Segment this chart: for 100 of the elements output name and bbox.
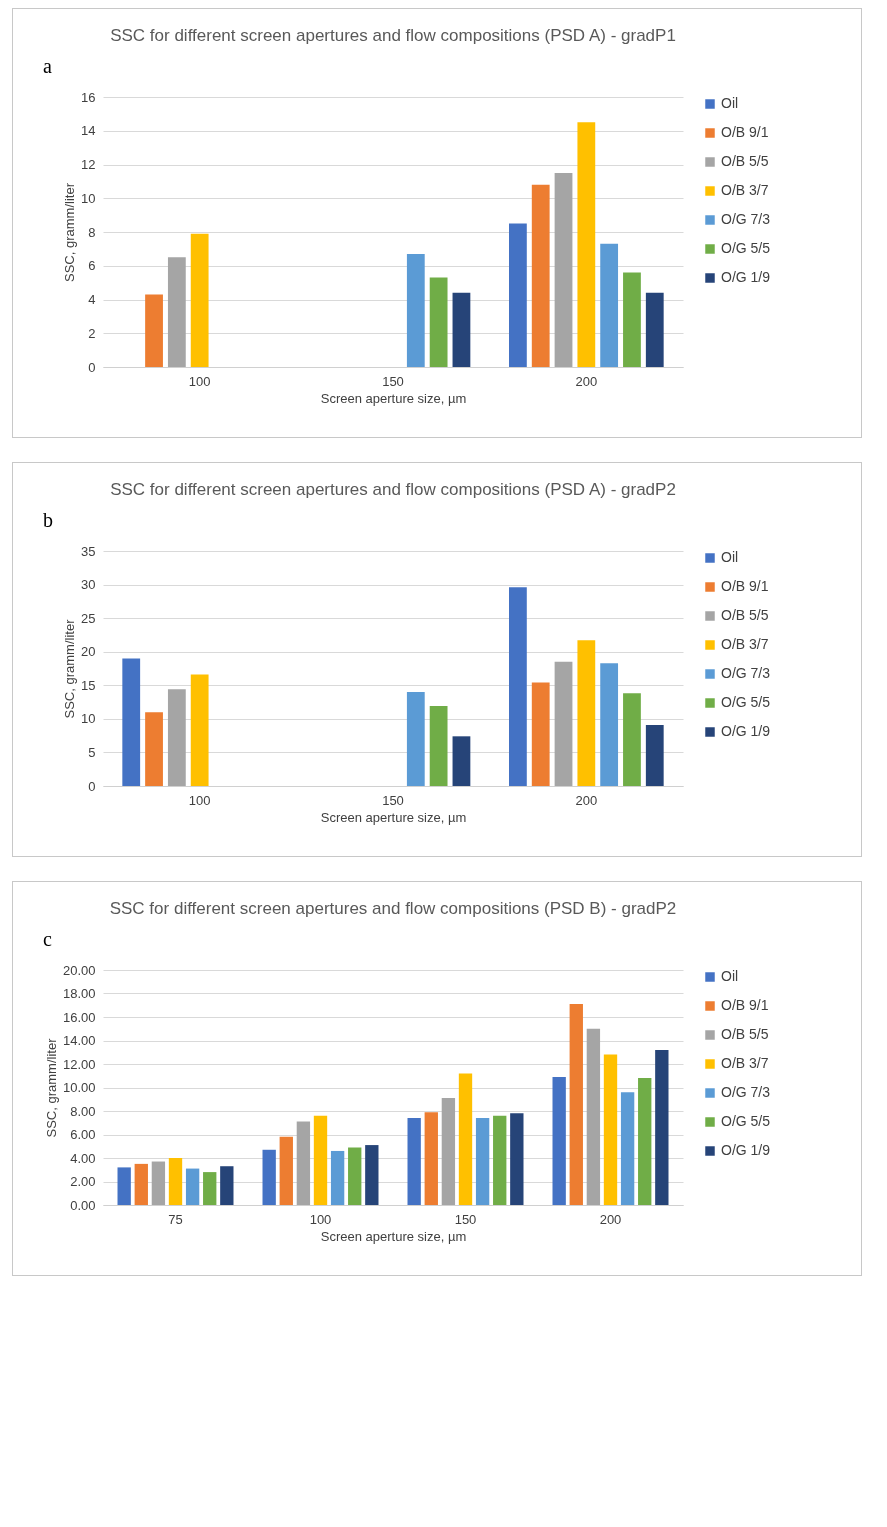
x-tick-label: 150 (382, 373, 404, 389)
chart-title: SSC for different screen apertures and flow compositions (PSD A) - gradP2 (110, 480, 676, 499)
bar (493, 1115, 507, 1205)
y-tick-label: 6.00 (70, 1127, 96, 1142)
bar (620, 1092, 635, 1205)
bar (429, 277, 448, 367)
y-tick-label: 10 (81, 190, 96, 206)
bar (452, 292, 471, 367)
y-tick-label: 16.00 (62, 1009, 96, 1025)
x-tick-label: 75 (168, 1211, 183, 1227)
bar (134, 1163, 148, 1205)
bar (475, 1118, 490, 1205)
legend-label: O/B 3/7 (721, 636, 769, 652)
y-tick-label: 12 (81, 157, 96, 172)
legend-label: O/G 1/9 (721, 1142, 771, 1158)
legend-label: O/B 3/7 (721, 1055, 769, 1071)
bar (509, 223, 527, 367)
bar (531, 184, 550, 367)
bar (577, 640, 596, 786)
x-tick-label: 200 (575, 373, 598, 389)
x-axis-title: Screen aperture size, µm (320, 1228, 467, 1244)
legend-label: Oil (721, 968, 739, 984)
bar (168, 1158, 183, 1205)
y-tick-label: 15 (81, 677, 96, 693)
y-tick-label: 12.00 (62, 1056, 96, 1072)
y-tick-label: 8 (88, 224, 96, 240)
chart-title: SSC for different screen apertures and flow compositions (PSD B) - gradP2 (109, 899, 677, 918)
chart-title: SSC for different screen apertures and flow compositions (PSD A) - gradP1 (110, 26, 676, 45)
y-tick-label: 20.00 (62, 962, 96, 978)
legend-label: Oil (721, 549, 739, 565)
bar (407, 1118, 421, 1205)
legend-label: O/G 1/9 (721, 723, 771, 739)
bar (406, 253, 425, 367)
bar (577, 122, 596, 367)
bar (167, 257, 186, 367)
legend-label: O/B 3/7 (721, 182, 769, 198)
y-tick-label: 20 (81, 644, 96, 660)
bar (452, 736, 471, 786)
bar (424, 1112, 438, 1205)
bar (313, 1115, 328, 1205)
bar (190, 233, 209, 367)
bar (569, 1004, 583, 1205)
legend-label: O/G 5/5 (721, 1113, 771, 1129)
y-tick-label: 4.00 (70, 1150, 96, 1166)
bar (220, 1166, 234, 1205)
bar (145, 712, 163, 786)
bar (554, 661, 573, 786)
bar (509, 587, 527, 786)
bar (279, 1136, 293, 1205)
x-tick-label: 150 (454, 1211, 477, 1227)
y-tick-label: 35 (81, 543, 96, 559)
bar (190, 674, 209, 786)
y-tick-label: 4 (88, 292, 96, 307)
bar (122, 658, 141, 786)
x-axis-title: Screen aperture size, µm (320, 809, 467, 825)
y-tick-label: 14.00 (62, 1033, 96, 1048)
y-axis-title: SSC, gramm/liter (43, 1037, 59, 1138)
bar (117, 1167, 131, 1205)
bar (441, 1098, 456, 1205)
bar (185, 1168, 200, 1205)
bar (296, 1121, 311, 1205)
bar (554, 172, 573, 367)
y-tick-label: 16 (81, 89, 96, 105)
bar (167, 689, 186, 786)
bar (145, 294, 163, 367)
bar (348, 1147, 362, 1205)
bar (638, 1078, 652, 1205)
x-tick-label: 100 (188, 792, 211, 808)
bar (623, 272, 641, 367)
legend-label: O/B 5/5 (721, 1026, 769, 1042)
bar (623, 693, 641, 786)
y-tick-label: 14 (81, 123, 96, 139)
x-axis-title: Screen aperture size, µm (320, 390, 467, 406)
x-tick-label: 100 (188, 373, 211, 389)
x-tick-label: 200 (599, 1211, 622, 1227)
y-tick-label: 0 (88, 778, 96, 794)
y-tick-label: 2 (88, 325, 96, 341)
text: a (43, 55, 52, 77)
legend-label: O/B 9/1 (721, 578, 769, 594)
y-tick-label: 0.00 (70, 1197, 96, 1213)
y-tick-label: 25 (81, 610, 96, 626)
bar (429, 706, 448, 786)
x-tick-label: 150 (382, 792, 404, 808)
bar (330, 1150, 345, 1205)
legend-label: O/B 9/1 (721, 997, 769, 1013)
bar (151, 1161, 166, 1205)
bar (655, 1049, 669, 1205)
y-axis-title: SSC, gramm/liter (62, 182, 78, 282)
bar (262, 1149, 276, 1205)
bar (600, 663, 619, 786)
y-tick-label: 30 (81, 577, 96, 593)
y-axis-title: SSC, gramm/liter (62, 618, 78, 719)
x-tick-label: 100 (309, 1211, 332, 1227)
bar (600, 243, 619, 367)
bar (552, 1076, 566, 1205)
text: c (43, 928, 52, 950)
bar (645, 292, 664, 367)
legend-label: O/B 9/1 (721, 124, 769, 140)
legend-label: O/B 5/5 (721, 153, 769, 169)
bar (603, 1054, 618, 1205)
